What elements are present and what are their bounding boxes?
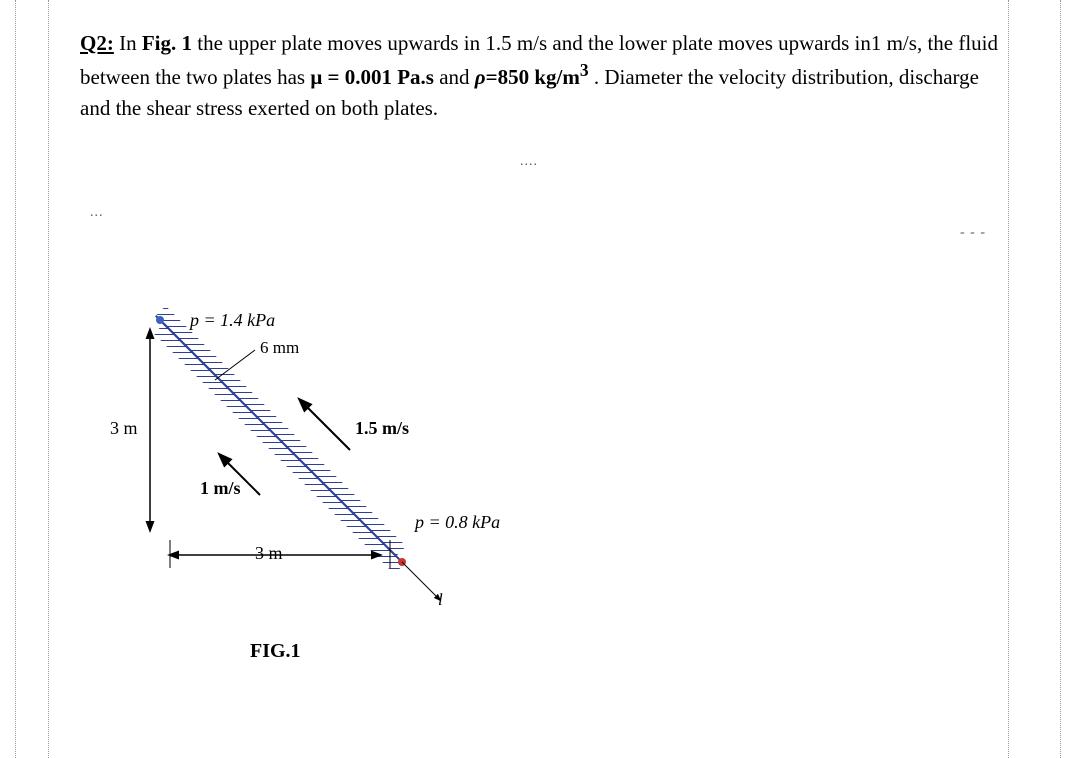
rule-line xyxy=(1008,0,1009,758)
question-text: and xyxy=(434,65,475,89)
figure-caption: FIG.1 xyxy=(250,640,301,663)
question-text: In xyxy=(114,31,142,55)
top-dot xyxy=(156,316,164,324)
p-top-label: p = 1.4 kPa xyxy=(190,310,275,331)
lower-plate xyxy=(154,324,404,574)
scan-mark: - - - xyxy=(960,225,986,241)
scan-mark: .... xyxy=(520,154,538,170)
rho-exponent: 3 xyxy=(580,60,589,80)
mu-value: μ = 0.001 Pa.s xyxy=(310,65,434,89)
figure-svg xyxy=(120,300,520,660)
dim-v-label: 3 m xyxy=(110,418,138,439)
velocity-lower-label: 1 m/s xyxy=(200,478,241,499)
scan-mark: ... xyxy=(90,205,104,221)
figure-ref: Fig. 1 xyxy=(142,31,192,55)
velocity-upper-arrow xyxy=(300,400,350,450)
rule-line xyxy=(15,0,16,758)
rho-value: =850 kg/m xyxy=(486,65,580,89)
rho-symbol: ρ xyxy=(475,65,486,89)
axis-l-label: l xyxy=(438,590,443,610)
question-label: Q2: xyxy=(80,31,114,55)
p-bottom-label: p = 0.8 kPa xyxy=(415,512,500,533)
page-root: .... ... - - - Q2: In Fig. 1 the upper p… xyxy=(0,0,1080,758)
rule-line xyxy=(48,0,49,758)
axis-extension xyxy=(402,562,440,600)
question-block: Q2: In Fig. 1 the upper plate moves upwa… xyxy=(80,28,1000,123)
velocity-upper-label: 1.5 m/s xyxy=(355,418,409,439)
figure-1: p = 1.4 kPa 6 mm 1.5 m/s 1 m/s p = 0.8 k… xyxy=(120,300,520,660)
rule-line xyxy=(1060,0,1061,758)
gap-label: 6 mm xyxy=(260,338,299,358)
dim-h-label: 3 m xyxy=(255,543,283,564)
